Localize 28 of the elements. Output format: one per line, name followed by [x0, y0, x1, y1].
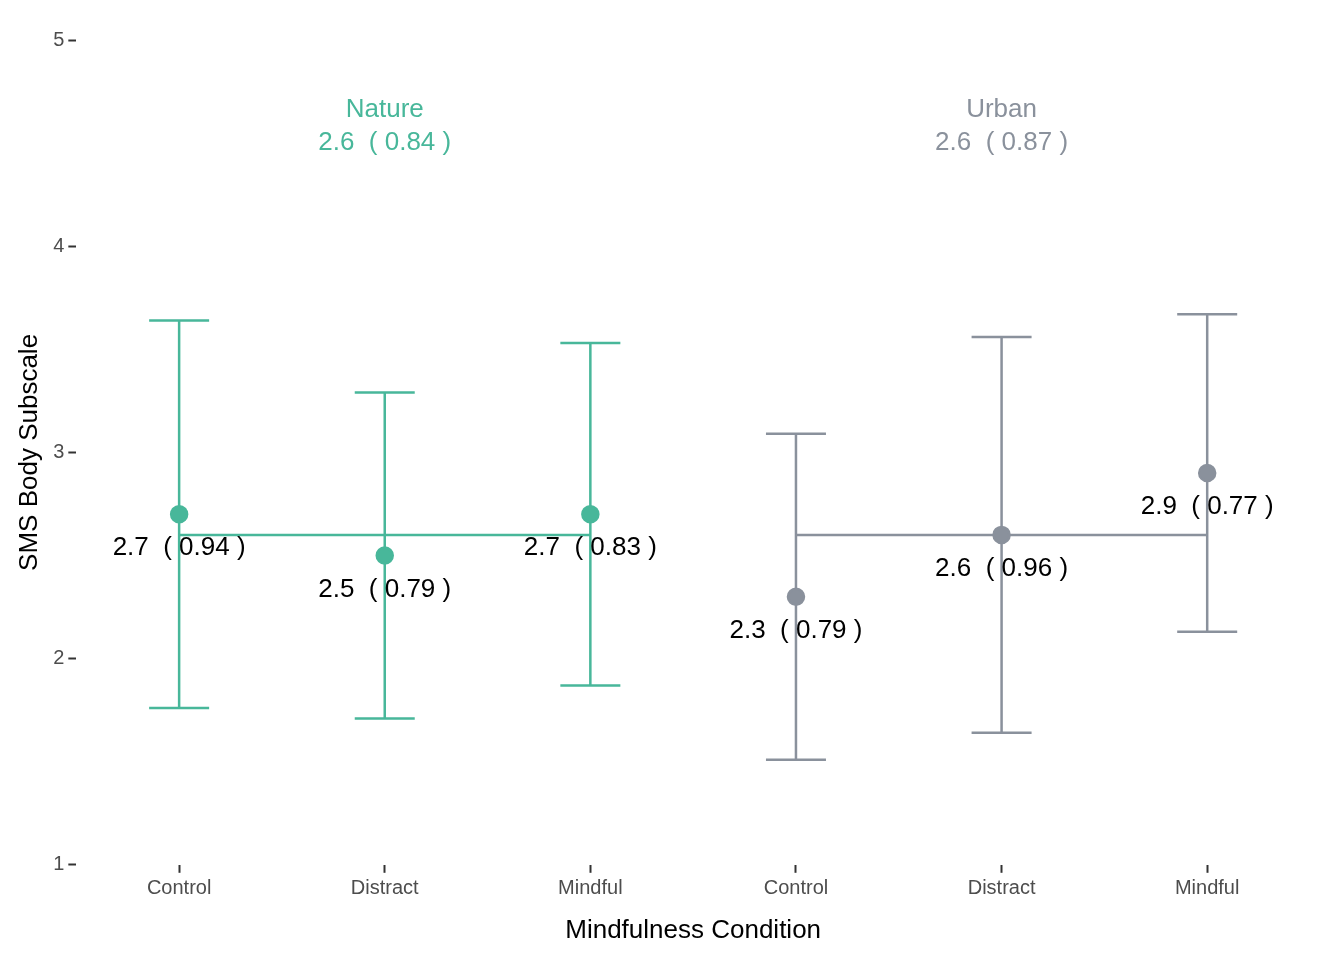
point [169, 505, 189, 524]
data-label: 2.7 ( 0.94 ) [112, 531, 246, 562]
point [581, 505, 600, 524]
y-tick-label: 1 [53, 852, 65, 875]
x-tick-label: Control [146, 876, 212, 899]
x-tick-label: Distract [967, 876, 1036, 899]
annotation: 2.6 ( 0.84 ) [318, 126, 452, 157]
point [375, 546, 394, 565]
x-tick-label: Mindful [1174, 876, 1240, 899]
y-tick-label: 5 [53, 27, 65, 50]
x-axis-title: Mindfulness Condition [565, 913, 822, 944]
x-tick-label: Control [763, 876, 829, 899]
point [786, 587, 806, 606]
data-label: 2.9 ( 0.77 ) [1140, 490, 1274, 521]
point [1197, 463, 1217, 483]
point [992, 525, 1011, 545]
text: Urban [966, 93, 1037, 124]
data-label: 2.7 ( 0.83 ) [523, 531, 657, 562]
y-tick-label: 2 [53, 646, 65, 669]
text: Nature [345, 93, 424, 124]
y-axis-title: SMS Body Subscale [12, 333, 43, 571]
annotation: 2.6 ( 0.87 ) [935, 126, 1069, 157]
x-tick-label: Mindful [558, 876, 623, 899]
x-tick-label: Distract [350, 876, 420, 899]
data-label: 2.3 ( 0.79 ) [729, 613, 863, 644]
y-tick-label: 3 [53, 439, 65, 462]
y-tick-label: 4 [53, 233, 65, 256]
data-label: 2.6 ( 0.96 ) [935, 552, 1069, 583]
